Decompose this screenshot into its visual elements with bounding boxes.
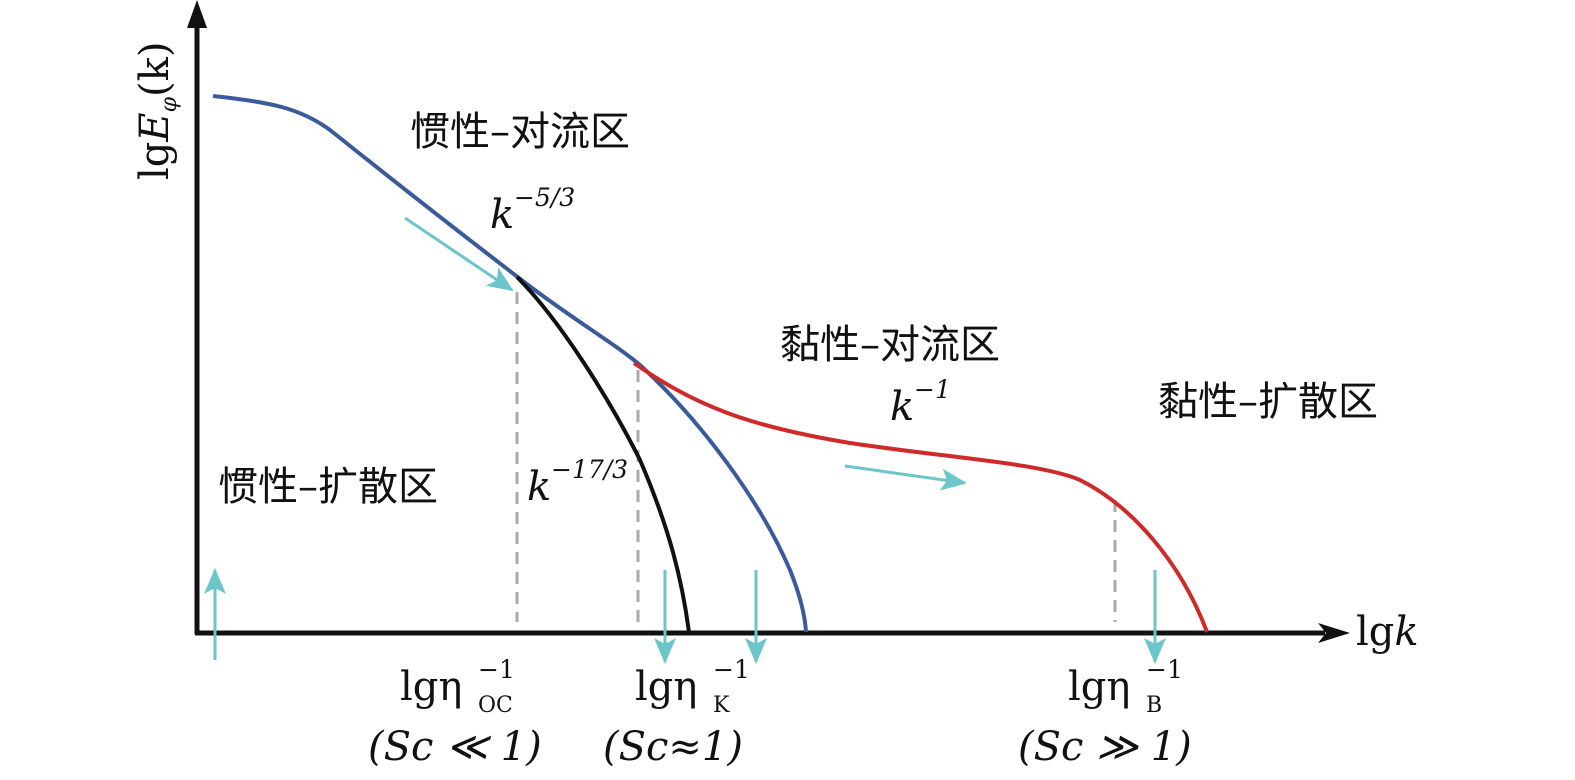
- scale-sup: −1: [713, 655, 750, 684]
- scale-condition: (Sc ≫ 1): [1018, 724, 1192, 770]
- scale-sub: B: [1146, 693, 1162, 718]
- y-label-prefix: lg: [132, 142, 178, 180]
- exponent-base: k: [890, 384, 914, 430]
- y-label: lgEφ(k): [132, 42, 182, 180]
- blue-curve: [212, 94, 808, 633]
- region-label: 黏性–扩散区: [1158, 379, 1378, 425]
- scale-condition: (Sc≈1): [603, 724, 743, 770]
- y-label-sub: φ: [157, 96, 182, 112]
- red-curve: [632, 361, 1209, 633]
- black-curve: [515, 275, 691, 633]
- region-label: 惯性–对流区: [410, 109, 630, 155]
- x-label-prefix: lg: [1356, 609, 1394, 655]
- x-label: lgk: [1356, 609, 1419, 655]
- region-label: 惯性–扩散区: [218, 464, 438, 510]
- scale-sup: −1: [1146, 655, 1183, 684]
- y-arrow: [187, 0, 207, 28]
- arrows: [204, 216, 1166, 664]
- exponent-sup: −5/3: [514, 183, 575, 212]
- x-label-symbol: k: [1394, 609, 1418, 655]
- dashes: [515, 292, 1117, 622]
- region-label: 黏性–对流区: [780, 322, 1000, 368]
- exponent-sup: −17/3: [551, 455, 628, 484]
- scale-sup: −1: [478, 655, 515, 684]
- scale-sub: OC: [478, 693, 513, 718]
- axes: [187, 0, 1350, 643]
- exponent-base: k: [527, 464, 551, 510]
- scale-base: lgη: [635, 664, 697, 710]
- scale-sub: K: [713, 693, 730, 718]
- exponent-sup: −1: [914, 375, 951, 404]
- scale-condition: (Sc ≪ 1): [368, 724, 542, 770]
- x-arrow: [1318, 623, 1350, 643]
- exponent-base: k: [490, 192, 514, 238]
- arrow: [844, 464, 967, 491]
- scale-base: lgη: [400, 664, 462, 710]
- arrow: [404, 216, 514, 292]
- y-label-arg: (k): [132, 42, 178, 97]
- y-label-symbol: E: [132, 112, 178, 142]
- scale-base: lgη: [1068, 664, 1130, 710]
